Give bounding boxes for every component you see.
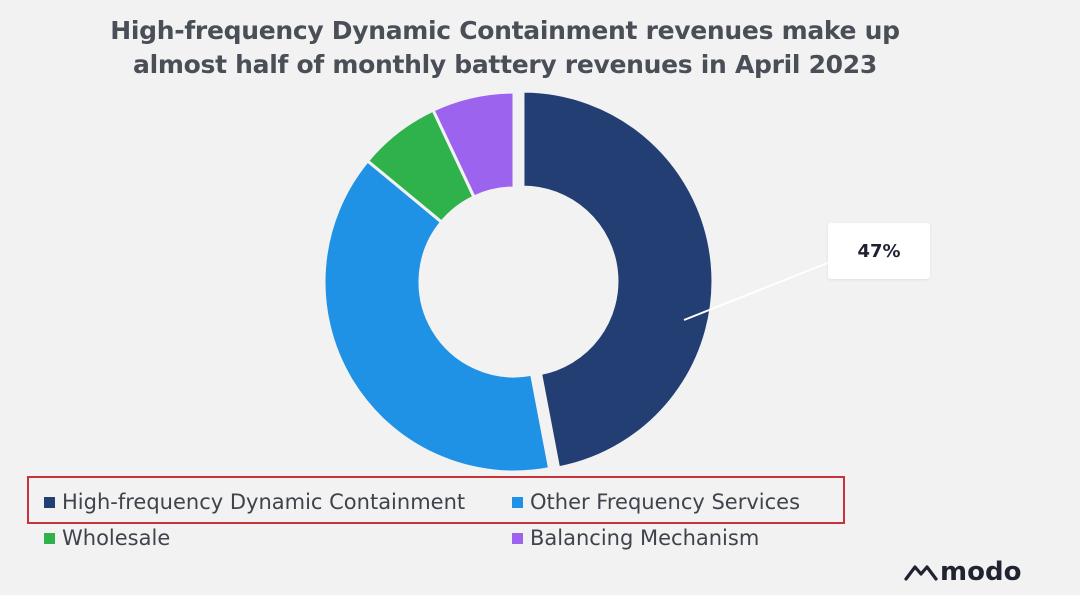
modo-logo: modo bbox=[904, 557, 1021, 587]
chart-title-line-1: High-frequency Dynamic Containment reven… bbox=[110, 16, 900, 45]
percentage-callout: 47% bbox=[828, 223, 930, 279]
slice-high-frequency-dynamic-containment bbox=[521, 89, 715, 470]
chart-title-line-2: almost half of monthly battery revenues … bbox=[133, 50, 877, 79]
legend-swatch bbox=[44, 532, 55, 544]
modo-mountain-icon bbox=[904, 565, 938, 581]
legend-highlight-box bbox=[27, 476, 845, 524]
slice-balancing-mechanism bbox=[431, 90, 516, 199]
legend-label: High-frequency Dynamic Containment bbox=[62, 490, 466, 514]
logo-text: modo bbox=[940, 557, 1022, 587]
legend-item-high-frequency-dynamic-containment: High-frequency Dynamic Containment bbox=[44, 490, 465, 514]
legend-label: Balancing Mechanism bbox=[530, 526, 760, 550]
legend-item-wholesale: Wholesale bbox=[44, 526, 170, 550]
legend-swatch bbox=[512, 532, 523, 544]
legend-item-other-frequency-services: Other Frequency Services bbox=[512, 490, 800, 514]
slice-other-frequency-services bbox=[322, 158, 552, 474]
legend-swatch bbox=[44, 496, 55, 508]
legend-item-balancing-mechanism: Balancing Mechanism bbox=[512, 526, 759, 550]
legend-label: Wholesale bbox=[62, 526, 171, 550]
legend-label: Other Frequency Services bbox=[530, 490, 801, 514]
callout-leader-line bbox=[683, 261, 831, 321]
chart-title: High-frequency Dynamic Containment reven… bbox=[0, 14, 1010, 82]
legend-swatch bbox=[512, 496, 523, 508]
callout-label: 47% bbox=[857, 240, 901, 262]
